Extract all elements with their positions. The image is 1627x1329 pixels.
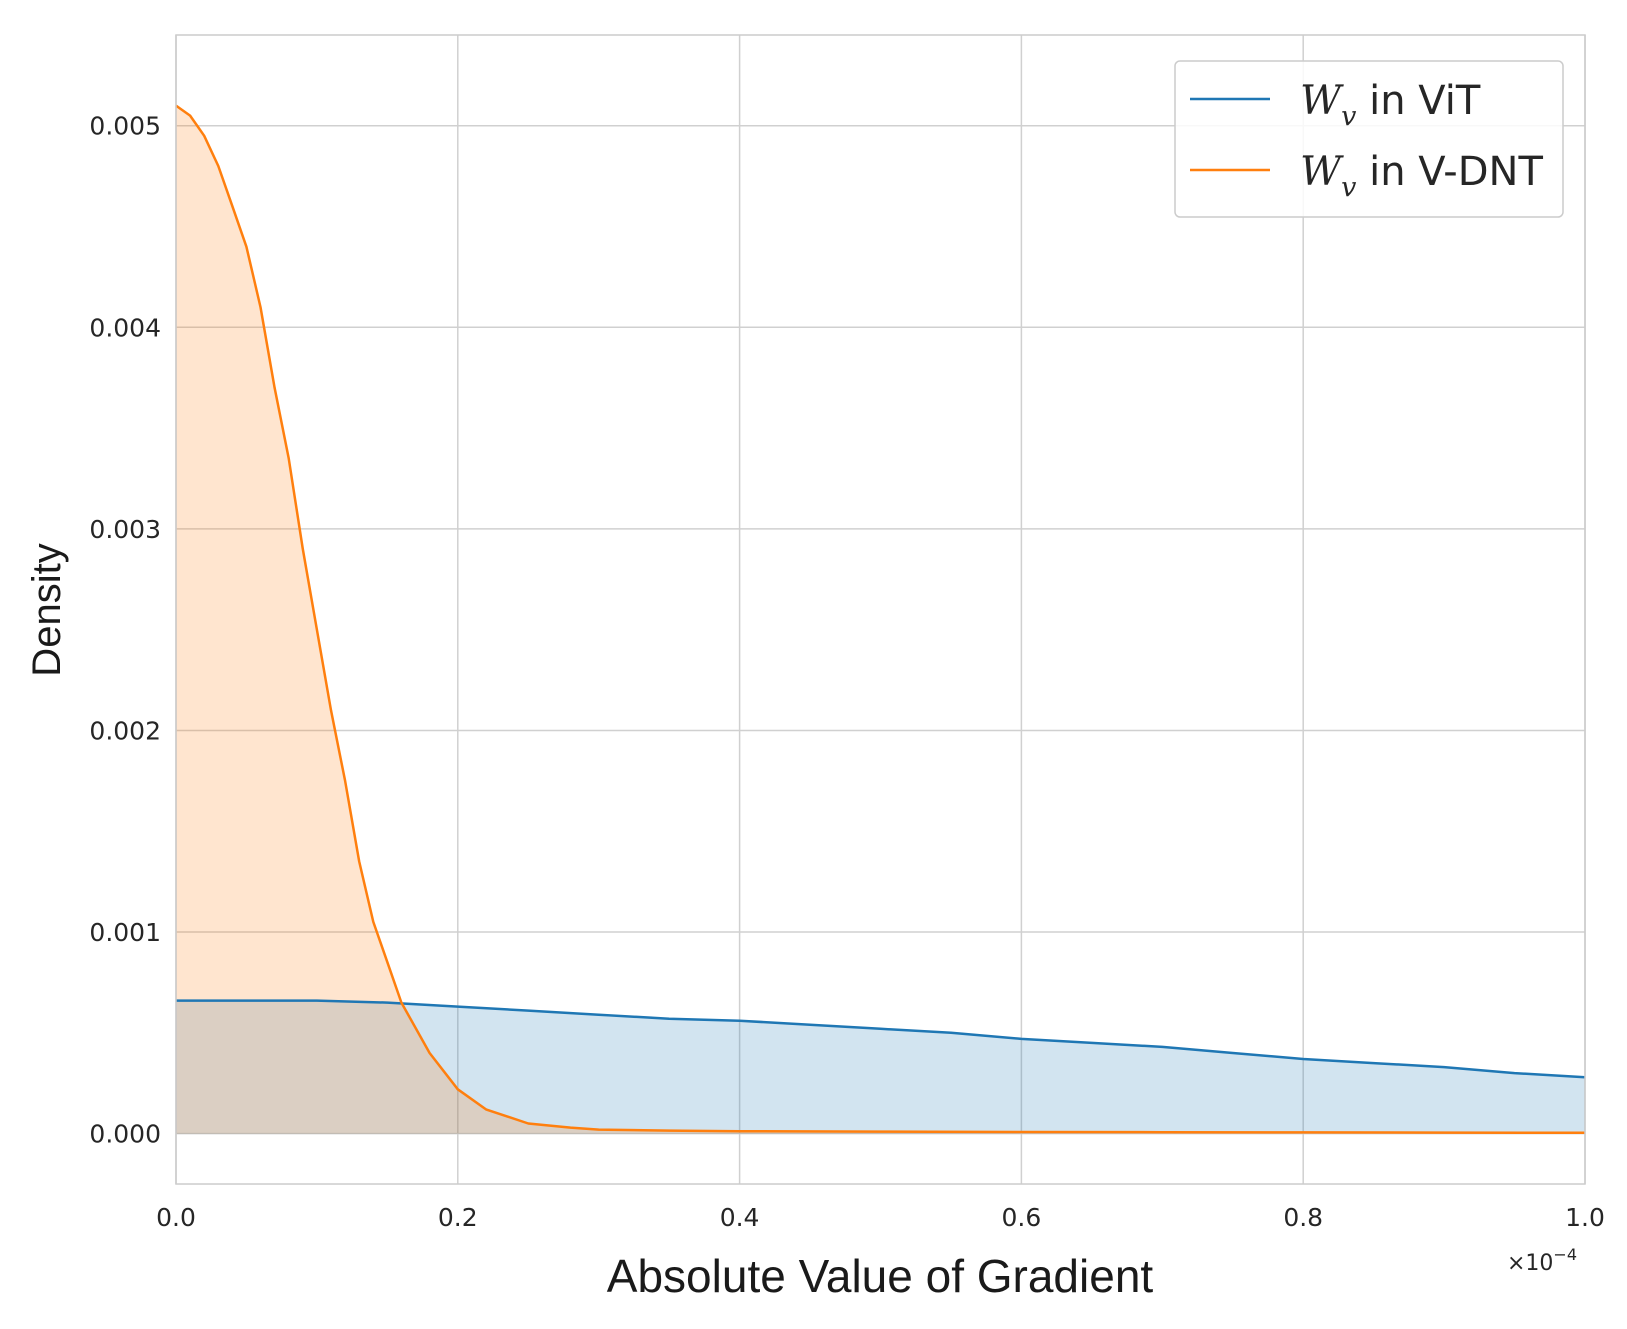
- legend-box: [1174, 60, 1564, 218]
- legend-entry-vit: Wv in ViT: [1300, 78, 1481, 132]
- series-lines: [175, 104, 1586, 1135]
- x-axis-offset-label: ×10−4: [1507, 1245, 1577, 1276]
- plot-frame: [175, 34, 1586, 1185]
- x-tick-label: 0.4: [720, 1203, 760, 1232]
- series-fill-vdnt: [176, 105, 1585, 1134]
- y-tick-label: 0.000: [89, 1120, 161, 1149]
- series-fill-vit: [176, 1000, 1585, 1134]
- x-tick-label: 0.2: [438, 1203, 478, 1232]
- y-tick-label: 0.004: [89, 313, 161, 342]
- series-fills: [176, 105, 1585, 1134]
- x-tick-label: 0.0: [156, 1203, 196, 1232]
- legend-vdnt-symbol: W: [1300, 149, 1344, 195]
- legend-vdnt-subscript: v: [1341, 172, 1356, 203]
- series-line-vdnt: [175, 104, 1586, 1135]
- plot-area-background: [176, 35, 1585, 1184]
- x-tick-labels: 0.0 0.2 0.4 0.6 0.8 1.0: [156, 1203, 1605, 1232]
- y-tick-label: 0.005: [89, 112, 161, 141]
- series-line-vit: [176, 999, 1586, 1079]
- x-offset-base: ×10: [1507, 1251, 1553, 1276]
- y-tick-label: 0.001: [89, 918, 161, 947]
- y-tick-label: 0.002: [89, 716, 161, 745]
- x-axis-title: Absolute Value of Gradient: [607, 1250, 1154, 1302]
- legend-vit-symbol: W: [1300, 78, 1344, 124]
- x-tick-label: 0.6: [1002, 1203, 1042, 1232]
- x-offset-exponent: −4: [1553, 1245, 1577, 1264]
- legend-vit-subscript: v: [1341, 101, 1356, 132]
- y-tick-label: 0.003: [89, 515, 161, 544]
- legend: Wv in ViT Wv in V-DNT: [1174, 60, 1564, 218]
- grid-lines: [175, 35, 1586, 1184]
- legend-entry-vdnt: Wv in V-DNT: [1300, 149, 1543, 203]
- x-tick-label: 0.8: [1283, 1203, 1323, 1232]
- legend-vdnt-label: in V-DNT: [1356, 149, 1543, 195]
- x-tick-label: 1.0: [1565, 1203, 1605, 1232]
- y-axis-title: Density: [25, 543, 69, 676]
- y-tick-labels: 0.000 0.001 0.002 0.003 0.004 0.005: [89, 112, 161, 1149]
- legend-vit-label: in ViT: [1356, 78, 1480, 124]
